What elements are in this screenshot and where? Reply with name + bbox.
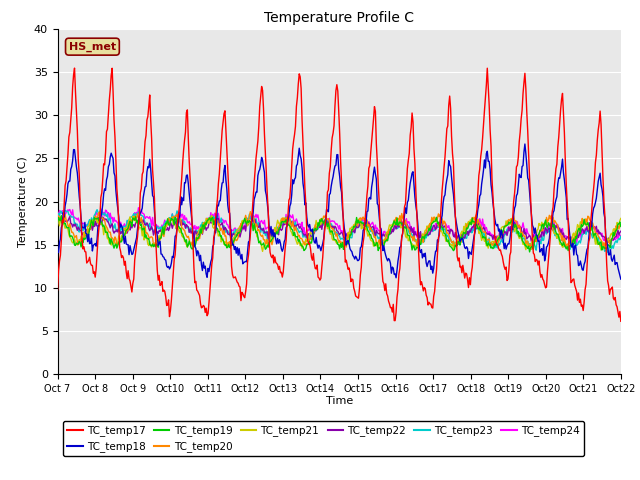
- TC_temp21: [480, 235, 488, 240]
- TC_temp24: [607, 243, 614, 249]
- TC_temp23: [154, 226, 162, 231]
- TC_temp21: [198, 223, 206, 228]
- TC_temp24: [154, 223, 162, 229]
- Line: TC_temp18: TC_temp18: [58, 144, 621, 279]
- TC_temp23: [310, 234, 317, 240]
- TC_temp19: [310, 227, 317, 233]
- TC_temp17: [54, 287, 61, 293]
- X-axis label: Time: Time: [326, 396, 353, 406]
- TC_temp19: [200, 222, 207, 228]
- Legend: TC_temp17, TC_temp18, TC_temp19, TC_temp20, TC_temp21, TC_temp22, TC_temp23, TC_: TC_temp17, TC_temp18, TC_temp19, TC_temp…: [63, 421, 584, 456]
- TC_temp21: [54, 216, 61, 222]
- TC_temp21: [617, 216, 625, 221]
- TC_temp22: [310, 231, 317, 237]
- TC_temp21: [208, 213, 216, 218]
- TC_temp20: [54, 220, 61, 226]
- TC_temp23: [604, 250, 611, 255]
- TC_temp19: [58, 213, 65, 218]
- TC_temp23: [93, 207, 101, 213]
- TC_temp20: [154, 240, 161, 246]
- TC_temp24: [310, 228, 317, 234]
- TC_temp17: [70, 65, 78, 71]
- Line: TC_temp20: TC_temp20: [58, 212, 621, 249]
- TC_temp20: [617, 222, 625, 228]
- TC_temp17: [310, 251, 317, 256]
- TC_temp20: [527, 246, 535, 252]
- TC_temp21: [388, 222, 396, 228]
- TC_temp18: [430, 265, 438, 271]
- TC_temp21: [154, 239, 161, 244]
- TC_temp22: [66, 214, 74, 219]
- TC_temp17: [617, 318, 625, 324]
- Line: TC_temp21: TC_temp21: [58, 216, 621, 252]
- TC_temp21: [310, 225, 318, 231]
- TC_temp17: [431, 288, 438, 294]
- TC_temp19: [387, 228, 394, 233]
- TC_temp24: [431, 224, 438, 230]
- TC_temp22: [387, 231, 394, 237]
- TC_temp17: [479, 135, 486, 141]
- TC_temp22: [431, 223, 438, 229]
- TC_temp20: [246, 209, 254, 215]
- TC_temp20: [310, 231, 317, 237]
- TC_temp23: [387, 229, 394, 235]
- TC_temp18: [386, 257, 394, 263]
- Y-axis label: Temperature (C): Temperature (C): [18, 156, 28, 247]
- TC_temp19: [431, 219, 438, 225]
- TC_temp24: [617, 233, 625, 239]
- TC_temp17: [154, 277, 162, 283]
- TC_temp21: [259, 249, 266, 254]
- TC_temp23: [479, 230, 486, 236]
- TC_temp18: [54, 249, 61, 255]
- TC_temp18: [521, 141, 529, 147]
- TC_temp20: [387, 228, 394, 233]
- TC_temp19: [617, 224, 625, 229]
- TC_temp17: [200, 302, 207, 308]
- Line: TC_temp22: TC_temp22: [58, 216, 621, 243]
- Line: TC_temp19: TC_temp19: [58, 216, 621, 252]
- TC_temp24: [479, 216, 486, 222]
- TC_temp24: [387, 227, 394, 233]
- TC_temp20: [479, 228, 486, 233]
- TC_temp23: [54, 211, 61, 217]
- TC_temp23: [617, 234, 625, 240]
- TC_temp18: [308, 226, 316, 232]
- TC_temp19: [154, 244, 162, 250]
- TC_temp22: [154, 230, 162, 236]
- TC_temp22: [479, 227, 486, 233]
- TC_temp24: [200, 221, 207, 227]
- TC_temp22: [605, 240, 613, 246]
- Text: HS_met: HS_met: [69, 42, 116, 52]
- TC_temp21: [432, 219, 440, 225]
- TC_temp18: [478, 181, 486, 187]
- TC_temp24: [134, 205, 142, 211]
- TC_temp18: [198, 268, 206, 274]
- Line: TC_temp24: TC_temp24: [58, 208, 621, 246]
- TC_temp20: [431, 214, 438, 220]
- TC_temp18: [154, 233, 161, 239]
- TC_temp22: [54, 221, 61, 227]
- Line: TC_temp23: TC_temp23: [58, 210, 621, 252]
- TC_temp17: [387, 305, 394, 311]
- TC_temp20: [198, 230, 206, 236]
- TC_temp22: [617, 228, 625, 234]
- Title: Temperature Profile C: Temperature Profile C: [264, 11, 414, 25]
- TC_temp24: [54, 210, 61, 216]
- TC_temp18: [617, 276, 625, 282]
- TC_temp19: [54, 220, 61, 226]
- TC_temp23: [431, 228, 438, 233]
- TC_temp19: [525, 249, 533, 255]
- TC_temp22: [200, 226, 207, 232]
- TC_temp23: [200, 222, 207, 228]
- Line: TC_temp17: TC_temp17: [58, 68, 621, 321]
- TC_temp19: [479, 235, 486, 240]
